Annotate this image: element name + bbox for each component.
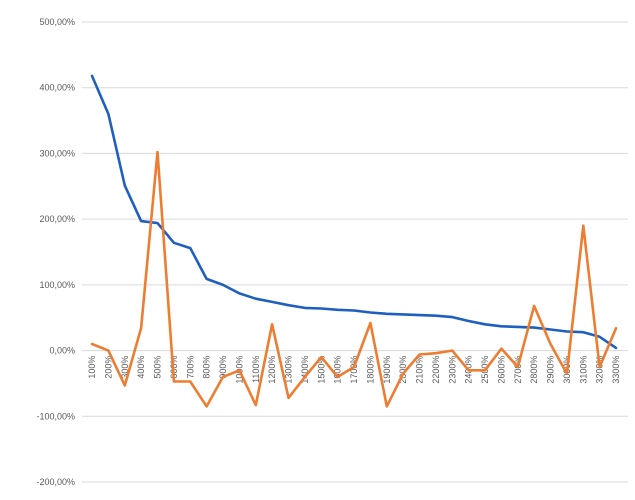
x-tick-label: 2700% (513, 356, 523, 384)
y-tick-label: 400,00% (39, 83, 75, 93)
x-tick-label: 3200% (595, 356, 605, 384)
y-tick-label: 100,00% (39, 280, 75, 290)
x-tick-label: 1100% (251, 356, 261, 383)
y-tick-label: 0,00% (49, 346, 75, 356)
x-tick-label: 2000% (398, 356, 408, 384)
series-lines (90, 74, 618, 408)
x-tick-label: 400% (136, 356, 146, 379)
x-tick-label: 200% (103, 356, 113, 379)
x-tick-label: 2300% (447, 356, 457, 384)
x-tick-label: 1700% (349, 356, 359, 384)
y-axis-tick-labels: -200,00% -100,00% 0,00% 100,00% 200,00% 300,0… (36, 17, 75, 487)
series-line-1 (90, 74, 618, 350)
x-tick-label: 100% (87, 356, 97, 379)
x-tick-label: 3300% (611, 356, 621, 384)
x-tick-label: 1500% (316, 356, 326, 384)
x-tick-label: 1200% (267, 356, 277, 384)
x-tick-label: 1600% (333, 356, 343, 384)
x-tick-label: 2800% (529, 356, 539, 384)
y-tick-label: -100,00% (36, 411, 75, 421)
x-tick-label: 2600% (496, 356, 506, 384)
x-tick-label: 1300% (284, 356, 294, 384)
x-tick-label: 300% (120, 356, 130, 379)
x-axis-tick-labels: 100% 200% 300% 400% 500% 600% 700% 800% 900% 1000… (87, 356, 621, 384)
y-tick-label: -200,00% (36, 477, 75, 487)
x-tick-label: 700% (185, 356, 195, 379)
x-tick-label: 3100% (578, 356, 588, 384)
gridlines (82, 21, 628, 483)
x-tick-label: 800% (202, 356, 212, 379)
x-tick-label: 1400% (300, 356, 310, 384)
x-tick-label: 2200% (431, 356, 441, 384)
y-tick-label: 200,00% (39, 214, 75, 224)
x-tick-label: 1900% (382, 356, 392, 384)
x-tick-label: 1800% (365, 356, 375, 384)
y-tick-label: 300,00% (39, 148, 75, 158)
x-tick-label: 2900% (546, 356, 556, 384)
series-line-2 (90, 150, 618, 408)
y-tick-label: 500,00% (39, 17, 75, 27)
x-tick-label: 900% (218, 356, 228, 379)
x-tick-label: 500% (153, 356, 163, 379)
x-tick-label: 2100% (415, 356, 425, 384)
